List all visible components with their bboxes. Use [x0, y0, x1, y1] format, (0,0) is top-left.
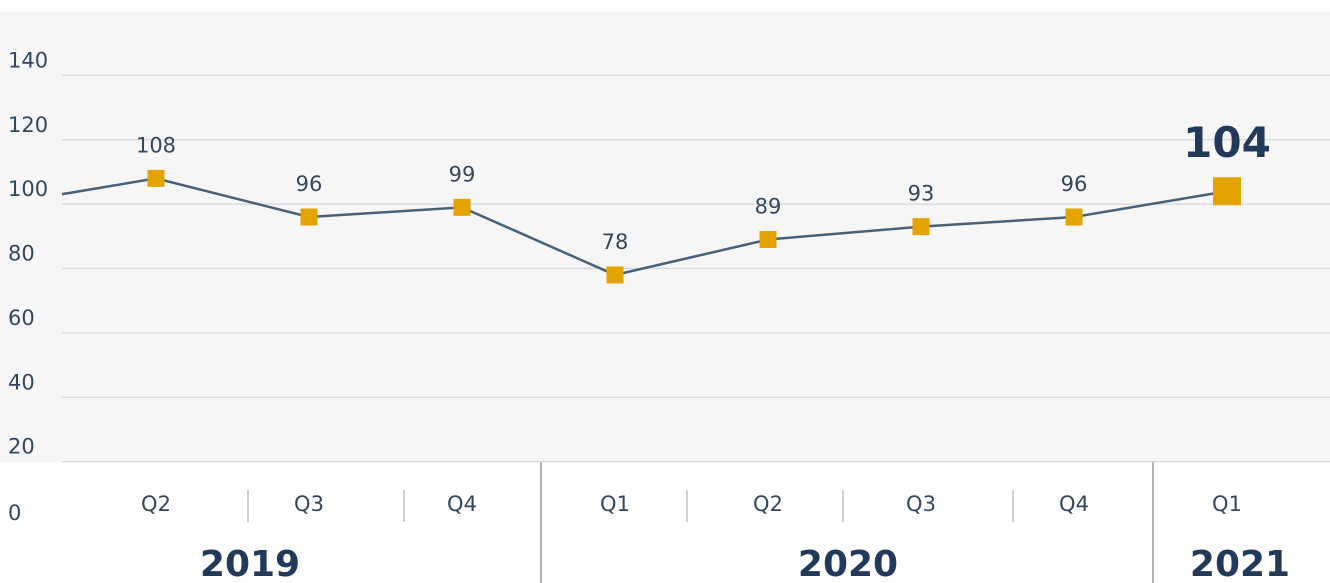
quarter-separators — [247, 490, 1014, 522]
y-tick-label: 140 — [8, 48, 48, 72]
x-tick-label: Q1 — [1212, 492, 1242, 516]
x-tick-label: Q3 — [906, 492, 936, 516]
plot-background — [0, 12, 1330, 462]
marker — [759, 231, 777, 249]
x-tick-label: Q4 — [1059, 492, 1089, 516]
data-label: 104 — [1183, 118, 1271, 167]
data-label: 96 — [1061, 172, 1088, 196]
x-tick-label: Q4 — [447, 492, 477, 516]
y-tick-label: 60 — [8, 306, 35, 330]
x-tick-label: Q3 — [294, 492, 324, 516]
data-label: 108 — [136, 133, 176, 157]
marker — [912, 218, 930, 236]
marker — [606, 266, 624, 284]
year-label: 2019 — [200, 544, 300, 583]
data-label: 96 — [296, 172, 323, 196]
marker — [453, 198, 471, 216]
year-label: 2021 — [1190, 544, 1290, 583]
x-tick-label: Q1 — [600, 492, 630, 516]
y-tick-label: 0 — [8, 501, 21, 525]
marker — [300, 208, 318, 226]
y-tick-label: 100 — [8, 177, 48, 201]
x-tick-label: Q2 — [753, 492, 783, 516]
y-tick-label: 20 — [8, 435, 35, 459]
data-label: 93 — [908, 182, 935, 206]
y-tick-label: 120 — [8, 113, 48, 137]
y-tick-label: 80 — [8, 242, 35, 266]
marker — [1213, 177, 1241, 206]
data-label: 89 — [755, 195, 782, 219]
marker — [1065, 208, 1083, 226]
year-label: 2020 — [798, 544, 898, 583]
data-label: 99 — [449, 162, 476, 186]
marker — [147, 169, 165, 187]
x-tick-label: Q2 — [141, 492, 171, 516]
data-label: 78 — [602, 230, 629, 254]
y-tick-label: 40 — [8, 370, 35, 394]
